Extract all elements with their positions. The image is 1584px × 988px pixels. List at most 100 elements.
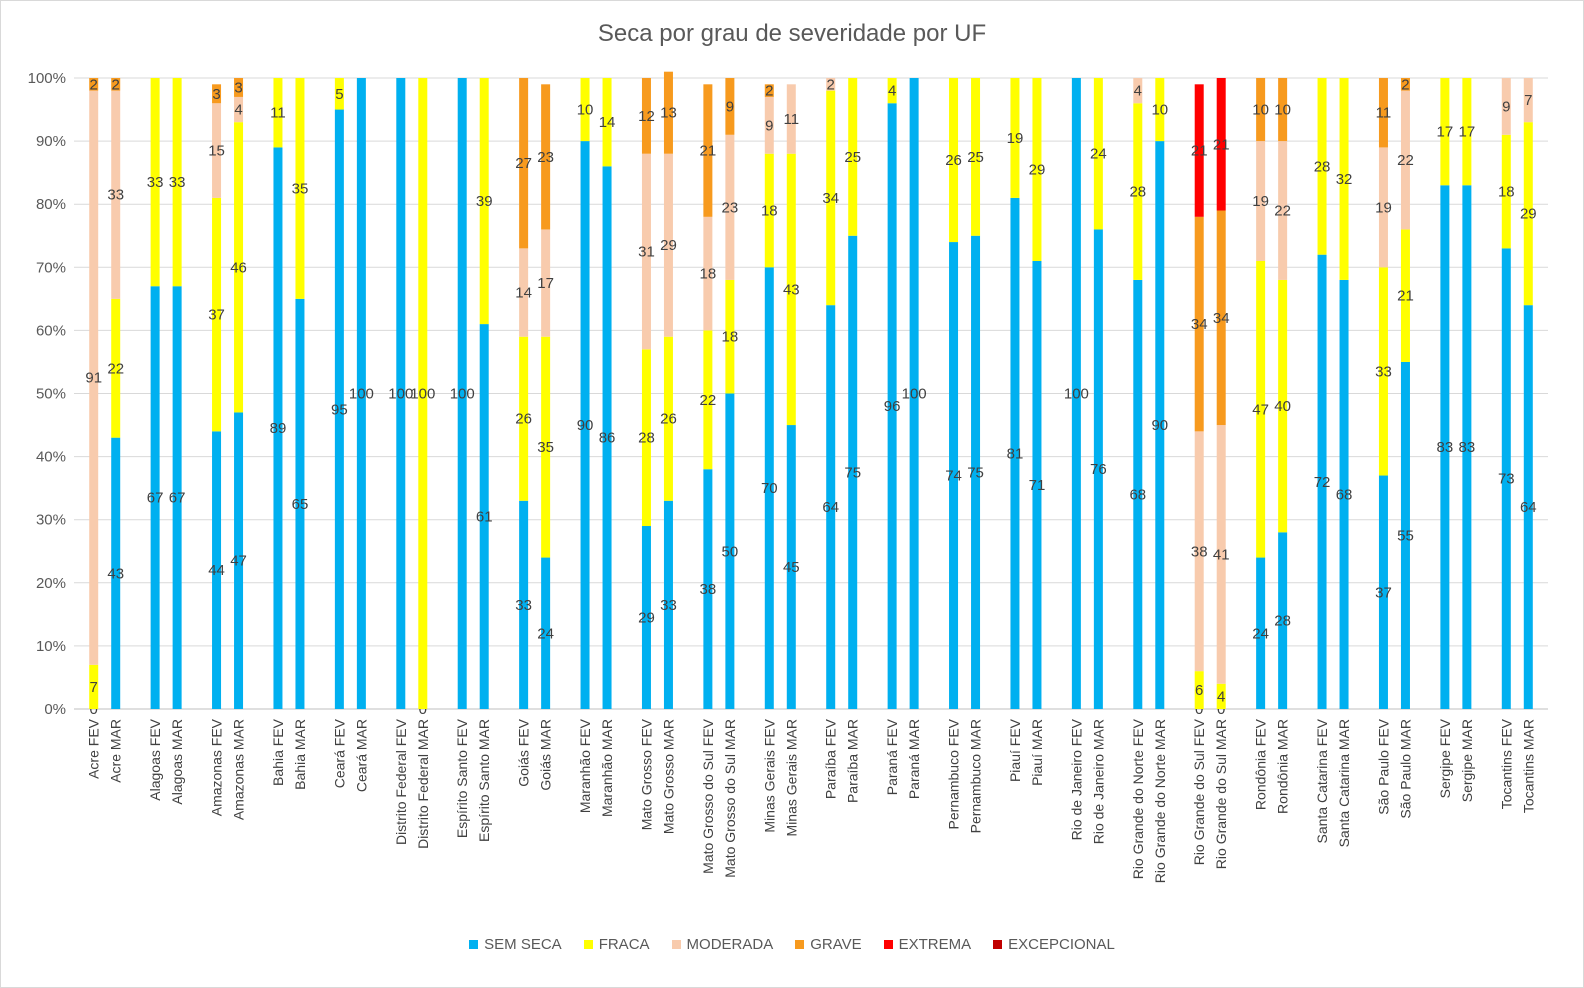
bar-segment — [396, 78, 406, 709]
bar-segment — [949, 78, 959, 243]
bar-segment — [519, 336, 529, 501]
data-label: 4 — [1134, 83, 1142, 100]
data-label: 18 — [722, 329, 739, 346]
bar-segment — [1032, 78, 1042, 261]
data-label: 95 — [331, 401, 348, 418]
bar-segment — [89, 90, 99, 665]
data-label: 34 — [1191, 316, 1208, 333]
x-tick-label: Rondônia MAR — [1275, 719, 1291, 814]
bar-segment — [641, 153, 651, 350]
data-label: 9 — [726, 98, 734, 115]
x-tick-label: São Paulo MAR — [1397, 719, 1413, 819]
data-label: 50 — [722, 543, 739, 560]
bar-segment — [541, 229, 551, 337]
data-label: 17 — [1437, 124, 1454, 141]
data-label: 22 — [700, 392, 717, 409]
bar-segment — [703, 330, 713, 470]
x-tick-label: Sergipe FEV — [1437, 718, 1453, 798]
data-label: 22 — [1274, 203, 1291, 220]
legend-label: SEM SECA — [484, 936, 562, 953]
data-label: 71 — [1029, 477, 1046, 494]
data-label: 73 — [1498, 471, 1515, 488]
x-tick-label: Rio Grande do Sul MAR — [1213, 719, 1229, 869]
data-label: 55 — [1397, 527, 1414, 544]
bar-segment — [725, 78, 735, 135]
data-label: 6 — [1195, 682, 1203, 699]
bar-segment — [212, 103, 222, 198]
data-label: 2 — [827, 76, 835, 93]
x-tick-label: Paraná FEV — [884, 718, 900, 795]
x-tick-label: Piauí MAR — [1029, 719, 1045, 786]
data-label: 40 — [1274, 398, 1291, 415]
y-tick-label: 70% — [36, 259, 66, 276]
data-label: 4 — [888, 83, 896, 100]
x-tick-label: Amazonas MAR — [231, 719, 247, 820]
bar-segment — [1501, 78, 1511, 135]
data-label: 27 — [515, 155, 532, 172]
data-label: 33 — [107, 187, 124, 204]
data-label: 26 — [515, 411, 532, 428]
data-label: 89 — [270, 420, 287, 437]
data-label: 17 — [1459, 124, 1476, 141]
legend-label: GRAVE — [810, 936, 862, 953]
bar-segment — [519, 500, 529, 709]
data-label: 23 — [537, 149, 554, 166]
x-tick-label: Bahia FEV — [270, 718, 286, 786]
legend-swatch — [883, 940, 893, 949]
bar-segment — [150, 286, 160, 709]
legend-swatch — [795, 940, 805, 949]
bar-segment — [1216, 683, 1226, 709]
data-label: 75 — [844, 464, 861, 481]
data-label: 18 — [700, 266, 717, 283]
data-label: 4 — [1217, 688, 1225, 705]
data-label: 17 — [537, 275, 554, 292]
legend-label: EXCEPCIONAL — [1008, 936, 1115, 953]
data-label: 3 — [212, 86, 220, 103]
bar-segment — [1093, 229, 1103, 709]
x-tick-label: Espírito Santo MAR — [476, 719, 492, 842]
data-label: 28 — [1129, 184, 1146, 201]
bar-segment — [1133, 103, 1143, 280]
bar-segment — [541, 557, 551, 709]
x-tick-label: Ceará FEV — [331, 718, 347, 788]
bar-segment — [541, 84, 551, 230]
data-label: 18 — [1498, 184, 1515, 201]
legend-item: MODERADA — [671, 936, 773, 953]
legend-item: FRACA — [583, 936, 650, 953]
data-label: 11 — [784, 111, 800, 128]
bar-segment — [89, 664, 99, 709]
data-label: 81 — [1007, 445, 1024, 462]
bar-segment — [1278, 78, 1288, 142]
bar-segment — [786, 153, 796, 426]
data-label: 0 — [1195, 701, 1203, 718]
bar-segment — [519, 78, 529, 249]
data-label: 28 — [1314, 158, 1331, 175]
data-label: 31 — [638, 244, 655, 261]
bar-segment — [703, 216, 713, 331]
bar-segment — [234, 96, 244, 123]
bar-segment — [971, 235, 981, 709]
data-label: 39 — [476, 193, 493, 210]
data-label: 2 — [90, 76, 98, 93]
bar-segment — [1278, 532, 1288, 709]
x-tick-label: Rondônia FEV — [1253, 718, 1269, 810]
y-tick-label: 80% — [36, 196, 66, 213]
data-label: 29 — [638, 610, 655, 627]
x-tick-label: Rio de Janeiro MAR — [1090, 719, 1106, 844]
data-label: 35 — [292, 180, 309, 197]
data-label: 2 — [112, 76, 120, 93]
data-label: 28 — [1274, 613, 1291, 630]
x-tick-label: Ceará MAR — [353, 719, 369, 792]
legend-item: EXTREMA — [883, 936, 971, 953]
legend-swatch — [671, 940, 681, 949]
bar-segment — [949, 242, 959, 709]
bar-segment — [334, 78, 344, 110]
data-label: 25 — [844, 149, 861, 166]
data-label: 26 — [660, 411, 677, 428]
x-tick-label: Amazonas FEV — [209, 718, 225, 816]
bar-segment — [602, 166, 612, 710]
data-label: 0 — [1217, 701, 1225, 718]
data-label: 47 — [1252, 401, 1269, 418]
data-label: 22 — [107, 360, 124, 377]
legend: SEM SECA FRACA MODERADA GRAVE EXTREMA EXCEPCI… — [0, 936, 1584, 953]
